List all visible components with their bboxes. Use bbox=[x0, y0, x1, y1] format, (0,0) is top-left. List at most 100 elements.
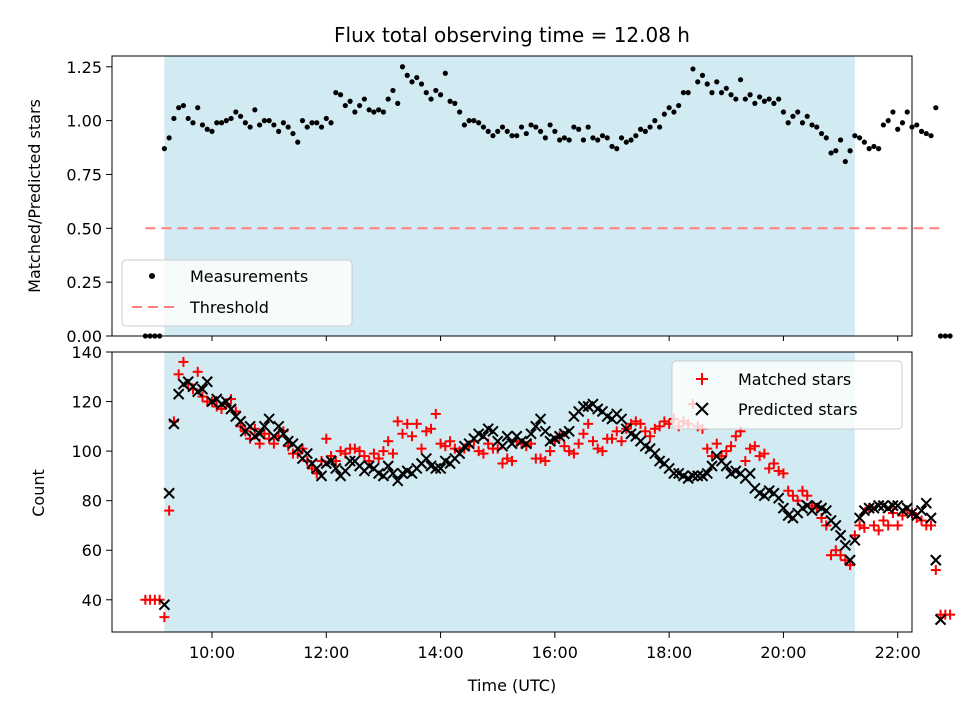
matched-star-point bbox=[611, 426, 622, 437]
measurement-point bbox=[709, 90, 715, 96]
measurement-point bbox=[199, 122, 206, 128]
predicted-star-point bbox=[534, 413, 547, 425]
legend-matched-label: Matched stars bbox=[738, 370, 851, 389]
measurement-point bbox=[623, 139, 629, 145]
matched-star-point bbox=[702, 443, 713, 454]
predicted-star-point bbox=[392, 475, 404, 487]
measurement-point bbox=[928, 133, 934, 139]
matched-star-point bbox=[559, 441, 570, 452]
matched-star-point bbox=[440, 441, 451, 452]
top-y-tick-label: 0.25 bbox=[66, 273, 102, 292]
measurement-point bbox=[271, 122, 277, 128]
measurement-point bbox=[752, 100, 758, 106]
matched-star-point bbox=[178, 356, 189, 367]
measurement-point bbox=[423, 90, 429, 96]
measurement-point bbox=[514, 133, 520, 139]
bottom-y-tick-label: 80 bbox=[82, 492, 102, 511]
measurement-point bbox=[285, 124, 291, 130]
measurement-point bbox=[161, 146, 167, 152]
measurement-point bbox=[885, 118, 891, 124]
predicted-star-point bbox=[168, 418, 180, 430]
predicted-star-point bbox=[701, 467, 713, 480]
top-y-tick-label: 0.00 bbox=[66, 327, 102, 346]
predicted-star-point bbox=[520, 437, 532, 450]
predicted-star-point bbox=[772, 492, 785, 504]
measurement-point bbox=[923, 130, 929, 137]
measurement-point bbox=[566, 137, 572, 143]
bottom-y-tick-label: 60 bbox=[82, 541, 102, 560]
measurement-point bbox=[542, 135, 548, 141]
predicted-star-point bbox=[172, 388, 185, 400]
top-y-tick-label: 0.50 bbox=[66, 219, 102, 238]
measurement-point bbox=[214, 120, 220, 126]
matched-star-point bbox=[416, 443, 427, 454]
matched-star-point bbox=[635, 418, 646, 429]
bottom-x-tick-label: 22:00 bbox=[875, 643, 921, 662]
bottom-x-tick-label: 18:00 bbox=[646, 643, 692, 662]
measurement-point bbox=[347, 98, 353, 104]
measurement-point bbox=[637, 126, 644, 132]
measurement-point bbox=[871, 143, 877, 150]
matched-star-point bbox=[507, 456, 517, 467]
predicted-star-point bbox=[387, 467, 399, 480]
matched-star-point bbox=[726, 441, 737, 452]
measurement-point bbox=[352, 109, 358, 115]
predicted-star-point bbox=[163, 487, 175, 499]
measurement-point bbox=[280, 120, 287, 126]
predicted-star-point bbox=[234, 415, 247, 428]
measurement-point bbox=[680, 90, 687, 96]
measurement-point bbox=[266, 118, 272, 124]
measurement-point bbox=[695, 79, 701, 85]
measurement-point bbox=[380, 109, 387, 115]
measurement-point bbox=[804, 113, 810, 119]
measurement-point bbox=[204, 126, 210, 132]
measurement-point bbox=[614, 146, 620, 152]
predicted-star-point bbox=[930, 554, 942, 566]
measurement-point bbox=[642, 128, 648, 134]
measurement-point bbox=[528, 122, 534, 128]
matched-star-point bbox=[192, 366, 203, 377]
x-axis-label: Time (UTC) bbox=[467, 676, 556, 695]
measurement-point bbox=[633, 133, 639, 139]
measurement-point bbox=[337, 92, 344, 98]
measurement-point bbox=[837, 137, 844, 143]
predicted-star-point bbox=[706, 460, 718, 472]
matched-star-point bbox=[387, 448, 398, 459]
matched-star-point bbox=[930, 565, 941, 576]
measurement-point bbox=[437, 92, 444, 98]
bottom-x-tick-label: 10:00 bbox=[189, 643, 235, 662]
matched-star-point bbox=[759, 448, 770, 459]
measurement-point bbox=[833, 148, 839, 154]
predicted-star-point bbox=[563, 425, 575, 437]
legend-predicted-marker bbox=[695, 402, 709, 416]
matched-star-point bbox=[568, 448, 579, 459]
measurement-point bbox=[818, 130, 825, 137]
measurement-point bbox=[828, 150, 834, 156]
legend-threshold-label: Threshold bbox=[189, 298, 269, 317]
measurement-point bbox=[747, 92, 753, 98]
top-legend-box bbox=[121, 259, 353, 327]
measurement-point bbox=[780, 109, 787, 115]
matched-star-point bbox=[830, 545, 841, 556]
measurement-point bbox=[728, 92, 734, 98]
measurement-point bbox=[323, 115, 329, 122]
top-plot-frame bbox=[111, 55, 913, 337]
predicted-star-point bbox=[525, 428, 537, 440]
matched-star-point bbox=[640, 426, 651, 437]
measurement-point bbox=[776, 96, 782, 102]
measurement-point bbox=[704, 81, 710, 87]
predicted-star-point bbox=[915, 504, 928, 517]
bottom-plot-frame bbox=[111, 351, 913, 633]
measurement-point bbox=[795, 109, 801, 115]
bottom-y-tick-label: 140 bbox=[71, 343, 102, 362]
measurement-point bbox=[237, 113, 244, 119]
measurement-point bbox=[814, 124, 820, 130]
measurement-point bbox=[852, 133, 858, 139]
matched-star-point bbox=[892, 520, 903, 531]
matched-star-point bbox=[607, 433, 617, 444]
measurement-point bbox=[433, 87, 439, 94]
measurement-point bbox=[476, 120, 482, 126]
matched-star-point bbox=[159, 612, 170, 623]
measurement-point bbox=[399, 64, 406, 70]
